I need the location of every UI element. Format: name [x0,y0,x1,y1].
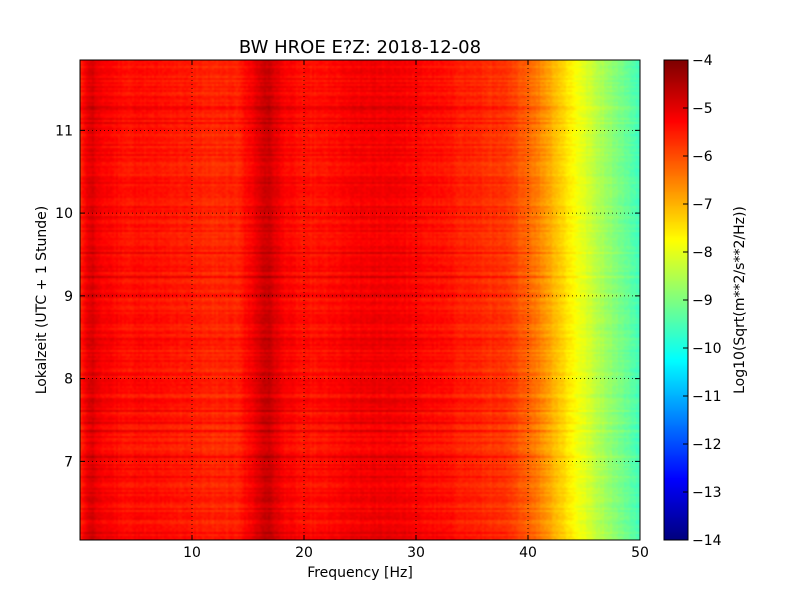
y-tick-label: 7 [64,454,73,470]
colorbar-tick-label: −8 [692,245,713,261]
colorbar-tick-label: −13 [692,485,722,501]
x-tick-label: 10 [183,545,201,561]
colorbar-tick-label: −12 [692,437,722,453]
y-tick-label: 10 [55,206,73,222]
y-tick-label: 11 [55,123,73,139]
colorbar: −4 −5 −6 −7 −8 −9 −10 −11 −12 −13 −14 Log10(Sqrt(m… [663,53,748,549]
chart-title: BW HROE E?Z: 2018-12-08 [239,37,481,58]
spectrogram-plot-area: 10 20 30 40 50 7 8 9 10 11 [55,59,649,561]
colorbar-tick-label: −7 [692,197,713,213]
colorbar-tick-label: −9 [692,293,713,309]
colorbar-tick-label: −4 [692,53,713,69]
y-tick-label: 9 [64,289,73,305]
x-tick-label: 20 [295,545,313,561]
plot-frame [79,59,641,541]
colorbar-ticks: −4 −5 −6 −7 −8 −9 −10 −11 −12 −13 −14 [683,53,722,549]
y-tick-label: 8 [64,372,73,388]
grid-lines [80,60,640,540]
x-axis-ticks: 10 20 30 40 50 [183,60,649,561]
colorbar-tick-label: −11 [692,389,722,405]
colorbar-tick-label: −6 [692,149,713,165]
colorbar-tick-label: −10 [692,341,722,357]
colorbar-tick-label: −5 [692,101,713,117]
y-axis-label: Lokalzeit (UTC + 1 Stunde) [34,206,50,395]
x-tick-label: 50 [631,545,649,561]
y-axis-ticks: 7 8 9 10 11 [55,123,640,470]
spectrogram-heatmap [80,60,640,540]
colorbar-label: Log10(Sqrt(m**2/s**2/Hz)) [732,206,748,394]
colorbar-tick-label: −14 [692,533,722,549]
x-axis-label: Frequency [Hz] [307,565,413,581]
x-tick-label: 30 [407,545,425,561]
x-tick-label: 40 [519,545,537,561]
